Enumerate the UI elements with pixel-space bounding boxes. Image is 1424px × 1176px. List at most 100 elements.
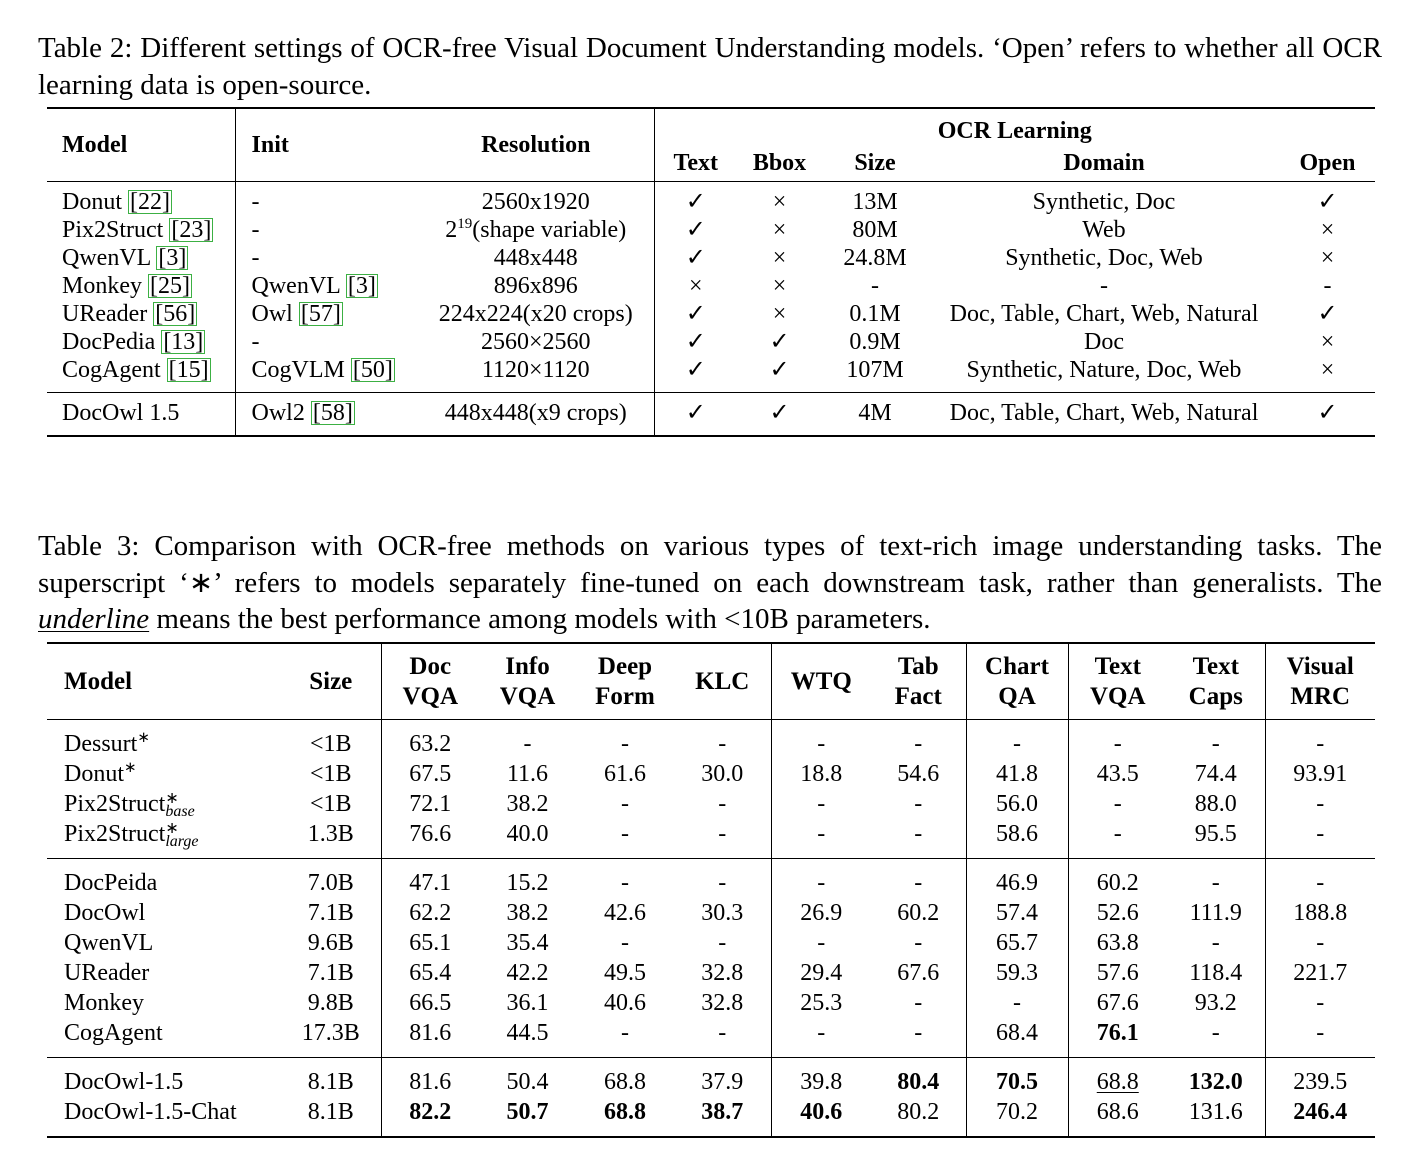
cell-text: Synthetic, Doc, Web <box>1005 245 1203 271</box>
cell-text: ✓ <box>685 357 706 383</box>
table-row: QwenVL 9.6B 65.1 35.4 - - - - 65.7 63.8 - - <box>47 928 1375 958</box>
table-cell: 7.0B <box>281 859 381 899</box>
row-group: DocOwl 1.5 Owl2 [58] 448x448(x9 crops) ✓ ✓ 4M… <box>47 392 1376 437</box>
cell-text: 221.7 <box>1293 960 1348 986</box>
cell-text: 65.7 <box>996 930 1038 956</box>
table-cell: 54.6 <box>871 759 966 789</box>
cell-text: 67.6 <box>1096 990 1139 1016</box>
table-cell: 67.6 <box>1067 988 1167 1018</box>
table-cell: DocOwl-1.5-Chat <box>47 1097 281 1137</box>
table-cell: 41.8 <box>965 759 1068 789</box>
citation: [15] <box>166 357 211 383</box>
table-cell: Synthetic, Doc <box>928 182 1280 217</box>
table-cell: 67.6 <box>871 958 966 988</box>
cell-text: Doc <box>1084 329 1124 355</box>
table-cell: 40.0 <box>479 819 576 859</box>
table-row: Pix2Struct ∗ base <1B 72.1 38.2 - - - - 56.0 - 88.0 - <box>47 789 1375 820</box>
table-cell: - <box>1167 720 1265 760</box>
table-cell: 66.5 <box>380 988 479 1018</box>
cell-text: ✓ <box>1317 189 1338 215</box>
cell-text: 80M <box>852 217 898 243</box>
table-cell: - <box>674 789 771 819</box>
table-cell: - <box>576 928 674 958</box>
cell-text: - <box>718 1020 727 1046</box>
table-cell: Doc, Table, Chart, Web, Natural <box>928 300 1280 328</box>
cell-text: 68.6 <box>1096 1099 1139 1125</box>
table-cell: - <box>674 859 771 899</box>
table-cell: - <box>1264 719 1375 759</box>
cell-text: 35.4 <box>506 930 549 956</box>
cell-text: - <box>1113 791 1122 817</box>
cell-text: 81.6 <box>409 1069 452 1095</box>
table-cell: 80.4 <box>871 1058 966 1098</box>
cell-text: 56.0 <box>996 791 1038 817</box>
header-cell: Model <box>62 132 128 158</box>
table-cell: Synthetic, Doc, Web <box>928 244 1280 272</box>
header-text: VQA <box>499 682 556 710</box>
table-cell: ✓ <box>653 216 737 244</box>
cell-text: 52.6 <box>1096 900 1139 926</box>
cell-text: 32.8 <box>701 960 744 986</box>
table-header: Model Size Doc VQA Info VQA Deep Form KLC WTQ Tab F… <box>47 643 1375 720</box>
table-cell: 9.6B <box>281 928 381 958</box>
table-cell: 44.5 <box>479 1018 576 1058</box>
cell-text: Donut <box>64 761 124 787</box>
table-cell: DocPedia [13] <box>47 328 235 356</box>
cell-text: 57.4 <box>996 900 1038 926</box>
table-cell: 43.5 <box>1067 759 1167 789</box>
table-row: Pix2Struct [23] -219(shape variable) ✓ × 80M… <box>47 216 1375 244</box>
cell-text: 8.1B <box>307 1069 354 1095</box>
table-cell: 26.9 <box>770 898 871 928</box>
cell-text: × <box>688 273 703 299</box>
table-cell: 60.2 <box>1067 858 1167 898</box>
header-text: KLC <box>695 667 750 695</box>
cell-text: - <box>1211 930 1220 956</box>
table-row: Monkey 9.8B 66.5 36.1 40.6 32.8 25.3 - - 67.6 93.2… <box>47 988 1375 1018</box>
cell-text: DocOwl-1.5 <box>64 1069 184 1095</box>
table-cell: 42.6 <box>576 898 674 928</box>
cell-text: 36.1 <box>506 990 549 1016</box>
table-cell: 32.8 <box>674 988 771 1018</box>
cell-text: Pix2Struct <box>64 821 166 847</box>
table-cell: 9.8B <box>281 988 381 1018</box>
table-cell: - <box>234 216 418 244</box>
table-cell: - <box>479 720 576 760</box>
cell-text: - <box>1316 870 1325 896</box>
table-cell: DocOwl 1.5 <box>47 393 235 437</box>
table-header: Model Init Resolution OCR Learning Text B… <box>47 108 1376 182</box>
table-cell: Web <box>928 216 1280 244</box>
table-cell: ✓ <box>1280 300 1375 328</box>
cell-text: - <box>1211 1020 1220 1046</box>
table-cell: 15.2 <box>479 859 576 899</box>
table-cell: Donut [22] <box>47 182 235 217</box>
cell-text: - <box>871 273 879 299</box>
cell-text: 32.8 <box>701 990 744 1016</box>
table-cell: 2560x1920 <box>418 182 654 217</box>
cell-text: 18.8 <box>800 761 843 787</box>
table-cell: 81.6 <box>380 1057 479 1097</box>
cell-text: - <box>1113 821 1122 847</box>
citation: [25] <box>148 273 192 299</box>
cell-text: - <box>817 870 826 896</box>
cell-text: 67.5 <box>409 761 452 787</box>
citation: [50] <box>350 357 395 383</box>
header-text: Doc <box>409 652 452 680</box>
row-group: Donut [22] -2560x1920 ✓ × 13M Synthetic, Doc ✓… <box>47 181 1375 393</box>
cell-text: QwenVL <box>62 245 151 271</box>
cell-text: 59.3 <box>996 960 1038 986</box>
table-row: DocPedia [13] -2560×2560 ✓ ✓ 0.9M Doc × <box>47 328 1375 356</box>
cell-text: 38.2 <box>506 791 549 817</box>
table-row: Donut [22] -2560x1920 ✓ × 13M Synthetic, Doc ✓ <box>47 181 1375 217</box>
cell-text: - <box>1316 1020 1325 1046</box>
header-text: Fact <box>894 682 942 710</box>
header-cell: Model <box>47 643 281 720</box>
table-wrap: Model Size Doc VQA Info VQA Deep Form KLC WTQ Tab F… <box>47 642 1375 1138</box>
header-text: Chart <box>985 652 1049 680</box>
cell-text: 39.8 <box>800 1069 843 1095</box>
table-cell: 8.1B <box>281 1058 381 1098</box>
cell-text: (shape variable) <box>472 217 627 243</box>
header-text: Text <box>1192 652 1239 680</box>
cell-text: 74.4 <box>1194 761 1237 787</box>
table-cell: - <box>871 928 966 958</box>
cell-text: 88.0 <box>1194 791 1237 817</box>
